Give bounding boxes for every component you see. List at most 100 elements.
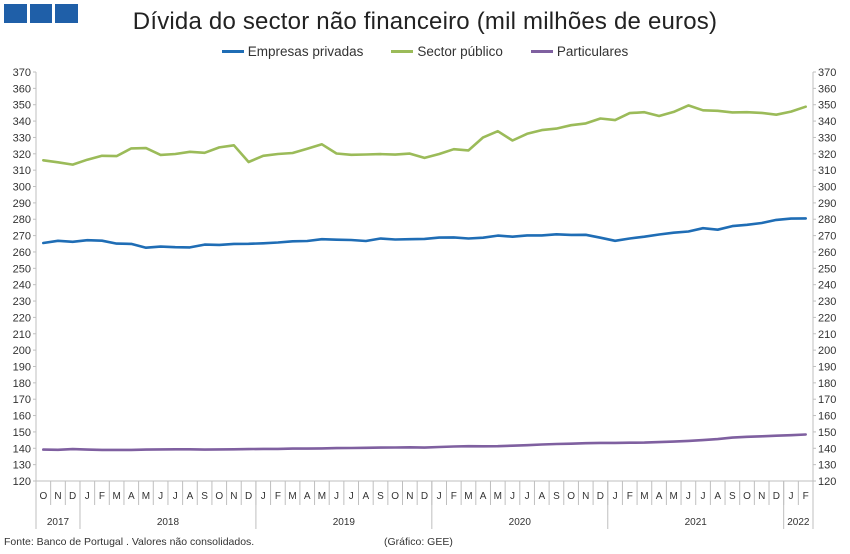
x-tick-label-year: 2018 xyxy=(157,517,180,528)
y-tick-label-right: 160 xyxy=(818,411,836,423)
y-tick-label-left: 330 xyxy=(13,132,31,144)
x-tick-label-month: A xyxy=(187,491,194,502)
legend-item-empresas: Empresas privadas xyxy=(221,44,364,59)
y-tick-label-left: 140 xyxy=(13,443,31,455)
logo-block xyxy=(4,4,27,23)
y-tick-label-right: 270 xyxy=(818,231,836,243)
y-tick-label-left: 190 xyxy=(13,361,31,373)
y-tick-label-right: 170 xyxy=(818,394,836,406)
x-tick-label-month: J xyxy=(789,491,794,502)
y-tick-label-right: 320 xyxy=(818,149,836,161)
x-tick-label-month: O xyxy=(567,491,575,502)
y-tick-label-left: 370 xyxy=(13,67,31,79)
x-tick-label-month: O xyxy=(743,491,751,502)
credit-note: (Gráfico: GEE) xyxy=(384,536,453,548)
x-tick-label-month: S xyxy=(729,491,736,502)
x-tick-label-month: F xyxy=(451,491,457,502)
y-tick-label-right: 230 xyxy=(818,296,836,308)
logo-block xyxy=(29,4,53,23)
series-line-2 xyxy=(41,433,808,452)
y-tick-label-left: 300 xyxy=(13,182,31,194)
y-tick-label-right: 220 xyxy=(818,312,836,324)
x-tick-label-month: D xyxy=(773,491,780,502)
x-tick-label-month: D xyxy=(69,491,76,502)
x-tick-label-month: J xyxy=(701,491,706,502)
x-tick-label-month: M xyxy=(670,491,678,502)
y-tick-label-left: 290 xyxy=(13,198,31,210)
legend-label: Particulares xyxy=(556,44,629,59)
y-tick-label-left: 210 xyxy=(13,329,31,341)
x-tick-label-year: 2019 xyxy=(333,517,356,528)
logo-block xyxy=(55,4,79,23)
x-tick-label-month: N xyxy=(54,491,61,502)
legend-swatch xyxy=(221,50,244,53)
y-tick-label-right: 370 xyxy=(818,67,836,79)
x-tick-label-year: 2020 xyxy=(509,517,532,528)
y-tick-label-left: 180 xyxy=(13,378,31,390)
y-tick-label-right: 240 xyxy=(818,280,836,292)
x-tick-label-month: F xyxy=(275,491,281,502)
chart-title: Dívida do sector não financeiro (mil mil… xyxy=(132,8,718,35)
legend-item-particulares: Particulares xyxy=(530,44,629,59)
y-tick-label-right: 200 xyxy=(818,345,836,357)
brand-logo xyxy=(4,4,79,23)
y-tick-label-left: 270 xyxy=(13,231,31,243)
y-tick-label-right: 190 xyxy=(818,361,836,373)
x-tick-label-month: F xyxy=(627,491,633,502)
y-tick-label-right: 290 xyxy=(818,198,836,210)
y-tick-label-left: 220 xyxy=(13,312,31,324)
y-tick-label-right: 340 xyxy=(818,116,836,128)
y-tick-label-left: 310 xyxy=(13,165,31,177)
x-tick-label-month: S xyxy=(201,491,208,502)
y-tick-label-right: 210 xyxy=(818,329,836,341)
y-tick-label-right: 300 xyxy=(818,182,836,194)
y-tick-label-right: 130 xyxy=(818,460,836,472)
series-line-1 xyxy=(41,104,808,166)
y-tick-label-right: 180 xyxy=(818,378,836,390)
x-tick-label-month: N xyxy=(406,491,413,502)
x-tick-label-month: D xyxy=(421,491,428,502)
x-tick-label-month: M xyxy=(318,491,326,502)
y-tick-label-left: 120 xyxy=(13,476,31,488)
legend-label: Sector público xyxy=(417,44,503,59)
x-tick-label-month: M xyxy=(142,491,150,502)
x-tick-label-month: M xyxy=(464,491,472,502)
x-tick-label-month: N xyxy=(758,491,765,502)
y-tick-label-right: 280 xyxy=(818,214,836,226)
x-tick-label-month: J xyxy=(173,491,178,502)
y-tick-label-right: 260 xyxy=(818,247,836,259)
x-tick-label-month: A xyxy=(363,491,370,502)
y-tick-label-left: 340 xyxy=(13,116,31,128)
x-tick-label-month: D xyxy=(597,491,604,502)
x-tick-label-month: O xyxy=(391,491,399,502)
x-tick-label-month: J xyxy=(261,491,266,502)
legend-swatch xyxy=(530,50,553,53)
y-tick-label-right: 150 xyxy=(818,427,836,439)
x-tick-label-month: M xyxy=(288,491,296,502)
y-tick-label-right: 350 xyxy=(818,100,836,112)
source-note: Fonte: Banco de Portugal . Valores não c… xyxy=(4,536,255,548)
legend-item-sector-publico: Sector público xyxy=(391,44,503,59)
series-line-0 xyxy=(41,217,808,249)
x-tick-label-month: J xyxy=(686,491,691,502)
x-tick-label-month: D xyxy=(245,491,252,502)
y-tick-label-left: 280 xyxy=(13,214,31,226)
y-tick-label-left: 230 xyxy=(13,296,31,308)
y-tick-label-left: 240 xyxy=(13,280,31,292)
y-tick-label-right: 140 xyxy=(818,443,836,455)
y-tick-label-right: 250 xyxy=(818,263,836,275)
chart-legend: Empresas privadas Sector público Particu… xyxy=(0,44,850,59)
x-tick-label-month: A xyxy=(304,491,311,502)
x-tick-label-month: J xyxy=(613,491,618,502)
x-tick-label-month: N xyxy=(230,491,237,502)
legend-label: Empresas privadas xyxy=(247,44,364,59)
y-tick-label-left: 360 xyxy=(13,83,31,95)
x-tick-label-month: O xyxy=(39,491,47,502)
y-tick-label-left: 260 xyxy=(13,247,31,259)
x-tick-label-month: M xyxy=(494,491,502,502)
y-tick-label-left: 160 xyxy=(13,411,31,423)
x-tick-label-month: S xyxy=(377,491,384,502)
y-tick-label-right: 120 xyxy=(818,476,836,488)
x-tick-label-month: J xyxy=(349,491,354,502)
